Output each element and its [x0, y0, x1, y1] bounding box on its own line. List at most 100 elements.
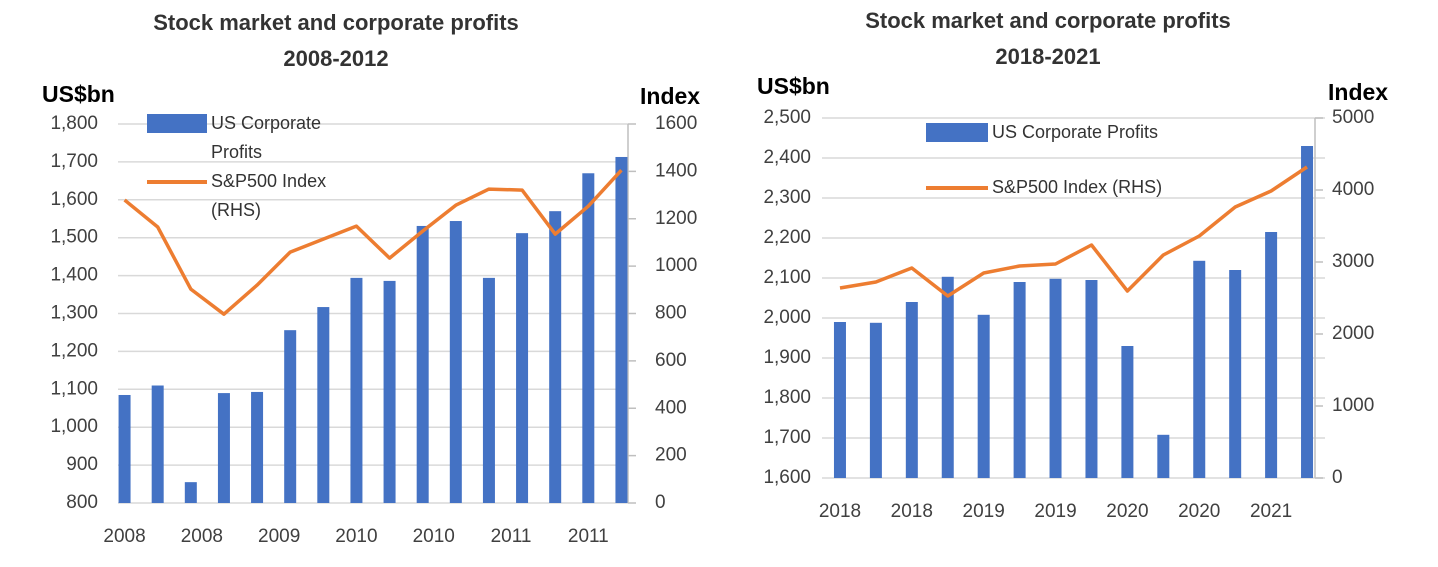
bar	[1049, 278, 1062, 478]
y-tick-label: 1,000	[50, 416, 98, 437]
legend-label: S&P500 Index (RHS)	[992, 177, 1163, 197]
y-axis-title: US$bn	[42, 81, 115, 107]
x-tick-label: 2019	[1034, 501, 1076, 522]
bar	[905, 302, 918, 478]
legend-swatch	[926, 123, 988, 142]
y-axis-title: US$bn	[757, 73, 830, 99]
y-tick-label: 1,700	[763, 427, 811, 448]
bar	[549, 211, 562, 504]
legend-swatch	[147, 114, 207, 133]
bar	[615, 156, 628, 503]
y-tick-label: 1,700	[50, 151, 98, 172]
y2-tick-label: 4000	[1332, 179, 1374, 200]
x-tick-label: 2020	[1178, 501, 1220, 522]
y-tick-label: 1,300	[50, 303, 98, 324]
y2-tick-label: 2000	[1332, 323, 1374, 344]
y2-tick-label: 400	[655, 397, 687, 418]
bar	[833, 322, 846, 478]
legend-label: US Corporate Profits	[211, 113, 322, 162]
x-tick-label: 2019	[963, 501, 1005, 522]
bar	[151, 385, 164, 503]
bar	[516, 233, 529, 504]
legend-entry: US Corporate Profits	[926, 118, 1252, 147]
bar	[1193, 260, 1206, 478]
legend-label: S&P500 Index (RHS)	[211, 171, 327, 220]
y2-tick-label: 5000	[1332, 107, 1374, 128]
legend-label: US Corporate Profits	[992, 122, 1159, 142]
x-tick-label: 2008	[181, 526, 223, 547]
bar	[941, 276, 954, 478]
y2-tick-label: 1600	[655, 113, 697, 134]
line	[839, 165, 1308, 298]
y-tick-label: 2,300	[763, 187, 811, 208]
x-tick-label: 2011	[568, 526, 609, 547]
x-tick-label: 2010	[335, 526, 377, 547]
bar	[482, 277, 495, 503]
chart-title: Stock market and corporate profits	[153, 10, 519, 35]
bar	[284, 330, 297, 503]
y-tick-label: 1,600	[50, 189, 98, 210]
x-tick-label: 2008	[103, 526, 145, 547]
y2-axis-title: Index	[1328, 79, 1388, 105]
chart: Stock market and corporate profits 2008-2…	[42, 10, 700, 547]
legend: US Corporate Profits S&P500 Index (RHS)	[926, 118, 1252, 202]
chart-panel: Stock market and corporate profits 2018-2…	[719, 0, 1438, 567]
y2-tick-label: 1400	[655, 160, 697, 181]
x-tick-label: 2010	[413, 526, 455, 547]
bar	[416, 225, 429, 504]
y-tick-label: 900	[66, 454, 98, 475]
bar	[118, 394, 131, 503]
x-tick-label: 2021	[1250, 501, 1292, 522]
legend-entry: US Corporate Profits	[147, 109, 341, 167]
y2-tick-label: 600	[655, 350, 687, 371]
y2-tick-label: 200	[655, 445, 687, 466]
y-tick-label: 1,100	[50, 378, 98, 399]
bar	[217, 393, 230, 503]
x-tick-label: 2018	[819, 501, 861, 522]
bar	[184, 482, 197, 503]
bar	[977, 314, 990, 478]
bar	[1265, 232, 1278, 478]
bar	[869, 322, 882, 478]
y2-tick-label: 0	[655, 492, 666, 513]
bar	[1229, 270, 1242, 478]
bar	[350, 277, 363, 503]
bar	[582, 173, 595, 503]
y-tick-label: 800	[66, 492, 98, 513]
line	[123, 169, 623, 316]
legend: US Corporate Profits S&P500 Index (RHS)	[147, 109, 341, 225]
y-tick-label: 2,500	[763, 107, 811, 128]
x-tick-label: 2009	[258, 526, 300, 547]
x-tick-label: 2011	[491, 526, 532, 547]
legend-swatch	[926, 186, 988, 190]
bar	[251, 391, 264, 503]
y-tick-label: 2,000	[763, 307, 811, 328]
y-tick-label: 1,500	[50, 227, 98, 248]
y-tick-label: 1,400	[50, 265, 98, 286]
y2-axis-title: Index	[640, 83, 700, 109]
bar	[317, 307, 330, 503]
x-tick-label: 2020	[1106, 501, 1148, 522]
bar	[449, 221, 462, 504]
legend-entry: S&P500 Index (RHS)	[926, 173, 1252, 202]
y-tick-label: 1,200	[50, 340, 98, 361]
y-tick-label: 1,800	[763, 387, 811, 408]
bar	[1085, 280, 1098, 478]
y-tick-label: 1,800	[50, 113, 98, 134]
x-tick-label: 2018	[891, 501, 933, 522]
y2-tick-label: 1000	[1332, 395, 1374, 416]
bar	[1157, 434, 1170, 478]
legend-entry: S&P500 Index (RHS)	[147, 167, 341, 225]
bar	[1301, 146, 1314, 478]
y-tick-label: 1,900	[763, 347, 811, 368]
legend-swatch	[147, 180, 207, 184]
chart-title: Stock market and corporate profits	[865, 8, 1231, 33]
y2-tick-label: 0	[1332, 467, 1343, 488]
bar	[1013, 282, 1026, 478]
chart: Stock market and corporate profits 2018-2…	[757, 8, 1388, 522]
y-tick-label: 2,200	[763, 227, 811, 248]
y2-tick-label: 800	[655, 303, 687, 324]
bar	[383, 280, 396, 503]
chart-subtitle: 2008-2012	[283, 46, 388, 71]
